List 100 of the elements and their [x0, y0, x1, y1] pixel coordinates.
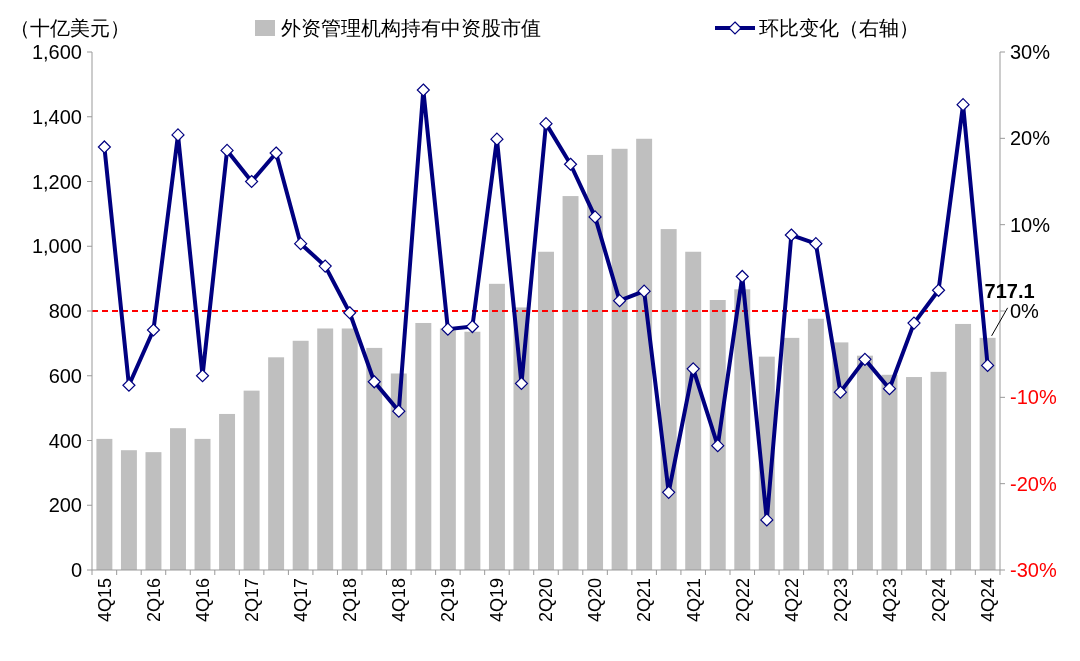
bar [783, 337, 800, 570]
bar [366, 347, 383, 570]
y-tick-label: 1,400 [31, 105, 82, 128]
bar [611, 148, 628, 570]
x-tick-label: 4Q23 [879, 578, 900, 623]
bar [807, 318, 824, 570]
point [122, 378, 136, 392]
bar [930, 371, 947, 570]
x-tick-label: 2Q17 [241, 578, 262, 623]
x-tick-label: 4Q21 [683, 578, 704, 623]
bar [390, 373, 407, 570]
point [220, 143, 234, 158]
bar [488, 283, 505, 570]
bar [170, 428, 186, 570]
x-tick-label: 4Q20 [585, 578, 606, 623]
bar [734, 289, 751, 570]
bar [587, 154, 604, 570]
x-tick-label: 2Q23 [830, 578, 851, 623]
point [392, 404, 406, 418]
bar [464, 331, 481, 570]
bar [219, 413, 236, 570]
x-tick-label: 2Q22 [732, 578, 753, 623]
y-tick-label: 600 [48, 364, 82, 387]
point [146, 323, 161, 337]
bar [685, 251, 702, 570]
x-tick-label: 2Q21 [634, 578, 655, 623]
bar [341, 328, 358, 570]
point [244, 174, 259, 189]
point [269, 146, 283, 160]
x-tick-label: 4Q17 [290, 578, 311, 623]
bar [955, 323, 972, 570]
bar [832, 342, 849, 570]
bar [194, 438, 211, 570]
point [858, 352, 872, 366]
point [539, 117, 553, 131]
point [441, 322, 455, 336]
bar [538, 251, 554, 570]
point [907, 316, 921, 330]
point [662, 485, 676, 499]
point [956, 98, 970, 112]
bar [979, 337, 996, 570]
point [465, 319, 479, 334]
y-tick-label: 1,200 [31, 170, 82, 193]
bar [881, 374, 898, 570]
point [563, 157, 578, 171]
point [637, 284, 651, 298]
bar [292, 340, 309, 570]
y2-tick-label: 30% [1010, 41, 1051, 63]
point [318, 259, 332, 273]
y-tick-label: 400 [48, 429, 82, 452]
point [613, 294, 627, 308]
bar [243, 390, 260, 570]
x-tick-label: 2Q24 [928, 578, 949, 623]
x-tick-label: 2Q19 [438, 578, 459, 623]
legend-label: 环比变化（右轴） [759, 17, 919, 39]
point [981, 358, 995, 372]
bar [415, 322, 432, 570]
bar [439, 328, 456, 570]
bar [660, 229, 677, 570]
y2-tick-label: -30% [1010, 559, 1057, 581]
point [760, 513, 774, 527]
point [367, 375, 381, 389]
point [97, 140, 111, 154]
point [735, 269, 749, 284]
x-tick-label: 4Q15 [94, 578, 115, 623]
point [171, 128, 185, 142]
y2-tick-label: 20% [1010, 127, 1051, 150]
x-tick-label: 4Q22 [781, 578, 802, 623]
y-tick-label: 200 [48, 494, 82, 517]
x-tick-label: 2Q18 [340, 578, 361, 623]
x-tick-label: 4Q24 [977, 578, 998, 623]
point [931, 283, 946, 297]
y2-tick-label: 0% [1010, 300, 1040, 322]
point [195, 369, 210, 383]
bar [562, 196, 579, 570]
bar [636, 138, 653, 570]
point [490, 132, 504, 146]
legend-label: 外资管理机构持有中资股市值 [281, 17, 541, 39]
x-tick-label: 2Q16 [143, 578, 164, 623]
bar [96, 438, 113, 570]
point [294, 237, 308, 251]
y-tick-label: 800 [48, 300, 82, 322]
point [514, 376, 529, 391]
y2-tick-label: -20% [1010, 472, 1057, 495]
point [784, 228, 798, 242]
bar [268, 357, 285, 570]
bar [145, 452, 162, 570]
point [588, 210, 602, 224]
bar [856, 355, 873, 570]
point [416, 83, 430, 97]
point [809, 237, 823, 251]
point [686, 362, 700, 376]
y-tick-label: 1,600 [31, 41, 82, 63]
x-tick-label: 2Q20 [536, 578, 557, 623]
x-tick-label: 4Q19 [487, 578, 508, 623]
annotation: 717.1 [984, 279, 1035, 302]
bar [906, 377, 922, 570]
point [833, 385, 848, 399]
point [882, 382, 897, 396]
point [711, 439, 725, 453]
